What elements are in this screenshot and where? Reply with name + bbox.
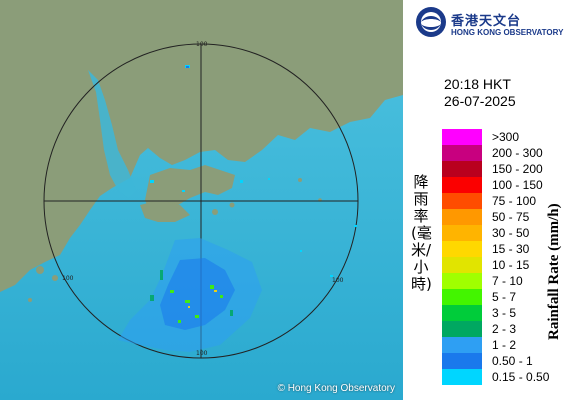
range-label-right: 100: [332, 277, 344, 284]
range-label-bottom: 100: [196, 350, 208, 357]
legend-swatch: [442, 241, 482, 257]
legend-item: 0.50 - 1: [442, 353, 572, 369]
legend-swatch: [442, 305, 482, 321]
lantau-land: [140, 200, 190, 222]
legend-item: 15 - 30: [442, 241, 572, 257]
legend-label: 2 - 3: [492, 322, 517, 336]
legend-swatch: [442, 225, 482, 241]
rainfall-legend: >300 200 - 300 150 - 200 100 - 150 75 - …: [442, 129, 572, 385]
legend-swatch: [442, 129, 482, 145]
rain-echoes: [118, 65, 357, 352]
logo-name-cn: 香港天文台: [451, 13, 522, 28]
pearl-river-estuary: [88, 70, 136, 198]
legend-item: 2 - 3: [442, 321, 572, 337]
legend-swatch: [442, 161, 482, 177]
hong-kong-island-land: [145, 165, 235, 212]
legend-item: >300: [442, 129, 572, 145]
radar-time: 20:18 HKT: [444, 76, 511, 92]
legend-item: 75 - 100: [442, 193, 572, 209]
legend-item: 3 - 5: [442, 305, 572, 321]
islands: [28, 178, 322, 302]
info-panel: 香港天文台 HONG KONG OBSERVATORY 20:18 HKT 26…: [403, 0, 577, 400]
legend-label: 7 - 10: [492, 274, 523, 288]
legend-swatch: [442, 337, 482, 353]
range-label-left: 100: [62, 275, 74, 282]
legend-swatch: [442, 177, 482, 193]
range-label-top: 100: [196, 41, 208, 48]
copyright-text: © Hong Kong Observatory: [277, 383, 395, 394]
legend-label: 150 - 200: [492, 162, 543, 176]
legend-title-en: Rainfall Rate (mm/h): [546, 203, 562, 340]
legend-item: 10 - 15: [442, 257, 572, 273]
radar-map[interactable]: 100 100 100 100 © Hong Kong Observatory: [0, 0, 403, 400]
legend-item: 150 - 200: [442, 161, 572, 177]
legend-label: 15 - 30: [492, 242, 530, 256]
legend-swatch: [442, 209, 482, 225]
legend-label: 30 - 50: [492, 226, 530, 240]
legend-item: 100 - 150: [442, 177, 572, 193]
range-ring-labels: 100 100 100 100: [62, 41, 344, 357]
legend-label: 75 - 100: [492, 194, 537, 208]
legend-item: 200 - 300: [442, 145, 572, 161]
legend-swatch: [442, 369, 482, 385]
legend-swatch: [442, 273, 482, 289]
legend-label: 10 - 15: [492, 258, 530, 272]
legend-item: 1 - 2: [442, 337, 572, 353]
legend-label: 5 - 7: [492, 290, 517, 304]
legend-swatch: [442, 257, 482, 273]
legend-label: 0.50 - 1: [492, 354, 533, 368]
legend-label: 200 - 300: [492, 146, 543, 160]
legend-label: 3 - 5: [492, 306, 517, 320]
legend-swatch: [442, 145, 482, 161]
logo-name-en: HONG KONG OBSERVATORY: [451, 28, 564, 37]
legend-swatch: [442, 289, 482, 305]
legend-item: 5 - 7: [442, 289, 572, 305]
legend-swatch: [442, 193, 482, 209]
radar-map-canvas: 100 100 100 100: [0, 0, 403, 400]
legend-label: 0.15 - 0.50: [492, 370, 550, 384]
radar-date: 26-07-2025: [444, 93, 516, 109]
legend-label: 50 - 75: [492, 210, 530, 224]
legend-title-cn: 降雨率(毫米/小時): [411, 173, 432, 293]
legend-item: 0.15 - 0.50: [442, 369, 572, 385]
hko-emblem-icon: [416, 7, 446, 37]
legend-swatch: [442, 321, 482, 337]
legend-item: 7 - 10: [442, 273, 572, 289]
legend-label: 100 - 150: [492, 178, 543, 192]
legend-item: 50 - 75: [442, 209, 572, 225]
legend-item: 30 - 50: [442, 225, 572, 241]
hko-logo[interactable]: 香港天文台 HONG KONG OBSERVATORY: [413, 6, 573, 42]
legend-label: 1 - 2: [492, 338, 517, 352]
legend-swatch: [442, 353, 482, 369]
legend-label: >300: [492, 130, 520, 144]
